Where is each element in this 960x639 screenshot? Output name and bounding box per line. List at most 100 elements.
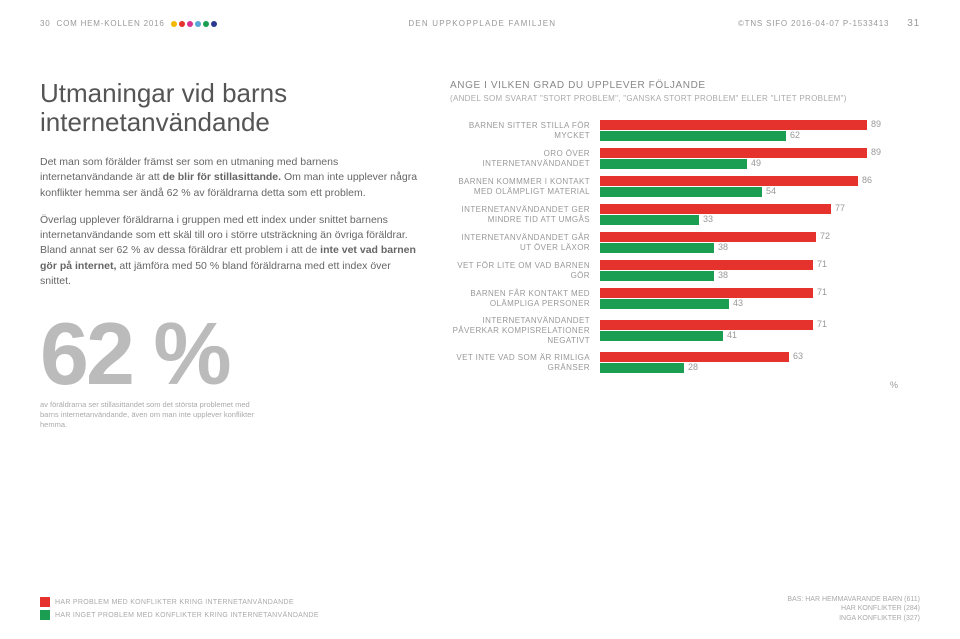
- bar-wrap: 49: [600, 159, 900, 169]
- chart-subheading: (ANDEL SOM SVARAT "STORT PROBLEM", "GANS…: [450, 93, 920, 104]
- chart-row-bars: 7138: [600, 260, 900, 282]
- chart-row-bars: 86 54: [600, 176, 900, 198]
- legend-swatch-1: [40, 597, 50, 607]
- bar-value: 77: [835, 203, 845, 213]
- legend-swatch-2: [40, 610, 50, 620]
- brand-dot: [179, 21, 185, 27]
- chart-row-label: BARNEN KOMMMER I KONTAKT MED OLÄMPLIGT M…: [450, 177, 600, 197]
- paragraph-2: Överlag upplever föräldrarna i gruppen m…: [40, 213, 420, 289]
- bar-chart: BARNEN SITTER STILLA FÖR MYCKET8962ORO Ö…: [450, 120, 920, 374]
- bar-value: 72: [820, 231, 830, 241]
- bar-value: 43: [733, 298, 743, 308]
- bar-wrap: 38: [600, 243, 900, 253]
- bar-value: 71: [817, 319, 827, 329]
- page-number-right: 31: [907, 18, 920, 29]
- bar: [600, 243, 714, 253]
- brand-dot: [211, 21, 217, 27]
- paragraph-1: Det man som förälder främst ser som en u…: [40, 155, 420, 201]
- brand-dot: [187, 21, 193, 27]
- chart-row-label: VET INTE VAD SOM ÄR RIMLIGA GRÄNSER: [450, 353, 600, 373]
- bar: [600, 215, 699, 225]
- bar-wrap: 71: [600, 320, 900, 330]
- bar-wrap: 38: [600, 271, 900, 281]
- base-line-2: HAR KONFLIKTER (284): [787, 604, 920, 613]
- bar-value: 28: [688, 362, 698, 372]
- chart-heading-block: ANGE I VILKEN GRAD DU UPPLEVER FÖLJANDE …: [450, 79, 920, 104]
- chart-row: INTERNETANVÄNDANDET GÅR UT ÖVER LÄXOR 72 3…: [450, 232, 920, 254]
- bar: [600, 288, 813, 298]
- bar: [600, 232, 816, 242]
- bar-wrap: 43: [600, 299, 900, 309]
- chart-row-label: BARNEN SITTER STILLA FÖR MYCKET: [450, 121, 600, 141]
- bar-value: 41: [727, 330, 737, 340]
- bar: [600, 120, 867, 130]
- bar-wrap: 54: [600, 187, 900, 197]
- bar-wrap: 71: [600, 260, 900, 270]
- chart-row-bars: 7733: [600, 204, 900, 226]
- chart-row: INTERNETANVÄNDANDET PÅVERKAR KOMPISRELAT…: [450, 316, 920, 346]
- bar: [600, 148, 867, 158]
- bar-wrap: 71: [600, 288, 900, 298]
- base-line-3: INGA KONFLIKTER (327): [787, 614, 920, 623]
- brand-dot: [203, 21, 209, 27]
- brand-dot: [171, 21, 177, 27]
- header-center: DEN UPPKOPPLADE FAMILJEN: [227, 19, 738, 28]
- chart-row-label: INTERNETANVÄNDANDET GER MINDRE TID ATT U…: [450, 205, 600, 225]
- bar: [600, 352, 789, 362]
- bar: [600, 271, 714, 281]
- bar-value: 38: [718, 270, 728, 280]
- bar-value: 86: [862, 175, 872, 185]
- big-number: 62 %: [40, 317, 420, 392]
- page-footer: HAR PROBLEM MED KONFLIKTER KRING INTERNE…: [0, 595, 960, 623]
- base-text: BAS: HAR HEMMAVARANDE BARN (611) HAR KON…: [787, 595, 920, 623]
- chart-row-label: ORO ÖVER INTERNETANVÄNDANDET: [450, 149, 600, 169]
- page-number-left: 30: [40, 19, 51, 28]
- chart-row-bars: 63 28: [600, 352, 900, 374]
- bar-wrap: 33: [600, 215, 900, 225]
- chart-row-label: VET FÖR LITE OM VAD BARNEN GÖR: [450, 261, 600, 281]
- bar-value: 63: [793, 351, 803, 361]
- bar-value: 54: [766, 186, 776, 196]
- bar: [600, 299, 729, 309]
- chart-row-label: INTERNETANVÄNDANDET GÅR UT ÖVER LÄXOR: [450, 233, 600, 253]
- bar-wrap: 62: [600, 131, 900, 141]
- bar: [600, 131, 786, 141]
- base-line-1: BAS: HAR HEMMAVARANDE BARN (611): [787, 595, 920, 604]
- bar-wrap: 28: [600, 363, 900, 373]
- chart-heading: ANGE I VILKEN GRAD DU UPPLEVER FÖLJANDE: [450, 79, 920, 93]
- bar: [600, 159, 747, 169]
- chart-row: BARNEN KOMMMER I KONTAKT MED OLÄMPLIGT M…: [450, 176, 920, 198]
- header-right: ©TNS SIFO 2016-04-07 P-1533413: [738, 19, 889, 28]
- bar-value: 71: [817, 287, 827, 297]
- page-header: 30 COM HEM-KOLLEN 2016 DEN UPPKOPPLADE F…: [40, 18, 920, 29]
- bar-wrap: 72: [600, 232, 900, 242]
- bar: [600, 320, 813, 330]
- bar: [600, 176, 858, 186]
- bar: [600, 260, 813, 270]
- legend: HAR PROBLEM MED KONFLIKTER KRING INTERNE…: [40, 597, 319, 623]
- bar-wrap: 86: [600, 176, 900, 186]
- chart-row-bars: 71 43: [600, 288, 900, 310]
- bar-value: 89: [871, 119, 881, 129]
- chart-row-label: BARNEN FÅR KONTAKT MED OLÄMPLIGA PERSONE…: [450, 289, 600, 309]
- page-title: Utmaningar vid barns internetanvändande: [40, 79, 420, 137]
- chart-row: ORO ÖVER INTERNETANVÄNDANDET8949: [450, 148, 920, 170]
- big-number-caption: av föräldrarna ser stillasittandet som d…: [40, 400, 260, 430]
- chart-row-bars: 72 38: [600, 232, 900, 254]
- brand-dots: [171, 21, 217, 27]
- chart-row: BARNEN FÅR KONTAKT MED OLÄMPLIGA PERSONE…: [450, 288, 920, 310]
- brand-dot: [195, 21, 201, 27]
- bar-wrap: 89: [600, 120, 900, 130]
- percent-symbol: %: [450, 380, 900, 390]
- chart-row-bars: 71 41: [600, 320, 900, 342]
- chart-row: VET INTE VAD SOM ÄR RIMLIGA GRÄNSER 63 28: [450, 352, 920, 374]
- bar-value: 38: [718, 242, 728, 252]
- bar: [600, 331, 723, 341]
- legend-label-1: HAR PROBLEM MED KONFLIKTER KRING INTERNE…: [55, 599, 294, 606]
- brand-text: COM HEM-KOLLEN 2016: [57, 19, 165, 28]
- bar-wrap: 63: [600, 352, 900, 362]
- chart-row-bars: 89 62: [600, 120, 900, 142]
- bar-value: 62: [790, 130, 800, 140]
- bar-wrap: 89: [600, 148, 900, 158]
- bar-value: 49: [751, 158, 761, 168]
